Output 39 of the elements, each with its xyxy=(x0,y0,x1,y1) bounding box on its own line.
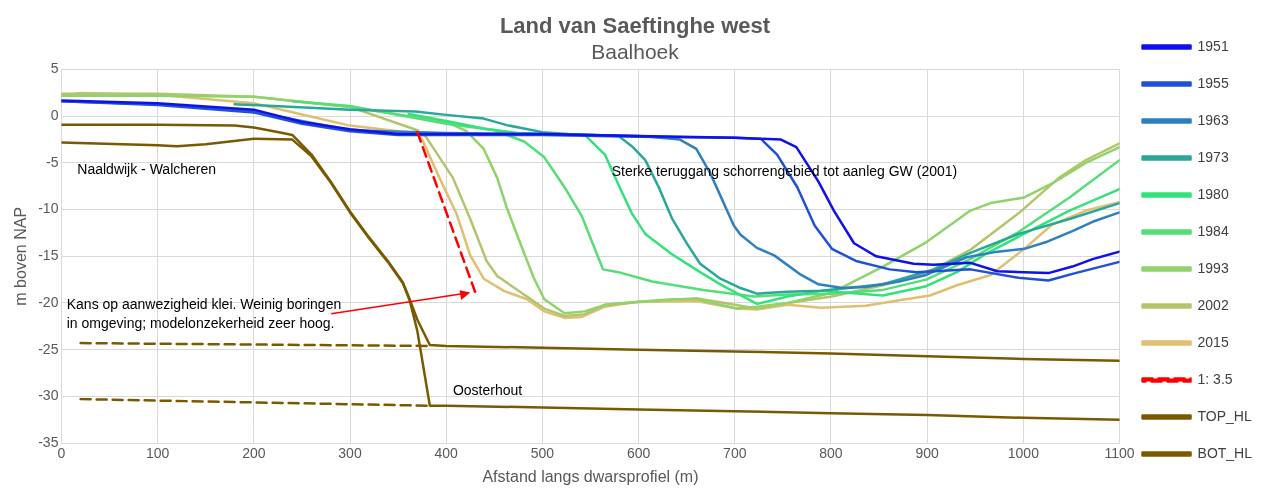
x-tick-label: 400 xyxy=(434,445,459,462)
legend-label: 1955 xyxy=(1197,74,1229,91)
annotation: Oosterhout xyxy=(452,381,523,398)
chart-subtitle: Baalhoek xyxy=(591,39,680,63)
x-tick-label: 100 xyxy=(145,445,170,462)
y-axis-title: m boven NAP xyxy=(12,206,30,306)
legend-label: TOP_HL xyxy=(1197,407,1252,424)
x-axis-title: Afstand langs dwarsprofiel (m) xyxy=(482,467,699,485)
y-tick-label: -25 xyxy=(38,340,59,357)
x-tick-label: 200 xyxy=(242,445,266,462)
y-tick-label: 5 xyxy=(50,60,59,77)
legend-label: BOT_HL xyxy=(1197,444,1253,461)
y-tick-label: -10 xyxy=(38,200,59,217)
legend-label: 2015 xyxy=(1197,333,1229,350)
legend-label: 1: 3.5 xyxy=(1197,370,1233,387)
legend-label: 1980 xyxy=(1197,185,1229,202)
chart-title: Land van Saeftinghe west xyxy=(499,13,771,39)
legend-label: 1963 xyxy=(1197,111,1229,128)
legend-label: 1993 xyxy=(1197,259,1229,276)
x-tick-label: 300 xyxy=(338,445,362,462)
legend-label: 1951 xyxy=(1197,37,1229,54)
y-tick-label: -15 xyxy=(38,247,59,264)
legend-label: 1973 xyxy=(1197,148,1229,165)
legend-label: 1984 xyxy=(1197,222,1229,239)
y-tick-label: -20 xyxy=(38,293,59,310)
annotation: Kans op aanwezigheid klei. Weinig boringen in omgeving; modelonzekerheid zeer hoog. xyxy=(66,295,342,331)
x-tick-label: 700 xyxy=(723,445,747,462)
x-tick-label: 900 xyxy=(915,445,940,462)
x-tick-label: 1100 xyxy=(1104,445,1135,462)
legend-label: 2002 xyxy=(1197,296,1229,313)
x-tick-label: 600 xyxy=(626,445,651,462)
annotation: Naaldwijk - Walcheren xyxy=(77,161,217,178)
y-tick-label: -35 xyxy=(38,433,59,450)
y-tick-label: -5 xyxy=(45,153,59,170)
x-tick-label: 800 xyxy=(819,445,843,462)
x-tick-label: 500 xyxy=(530,445,555,462)
y-tick-label: -30 xyxy=(38,387,59,404)
y-tick-label: 0 xyxy=(50,107,59,124)
x-tick-label: 1000 xyxy=(1007,445,1040,462)
